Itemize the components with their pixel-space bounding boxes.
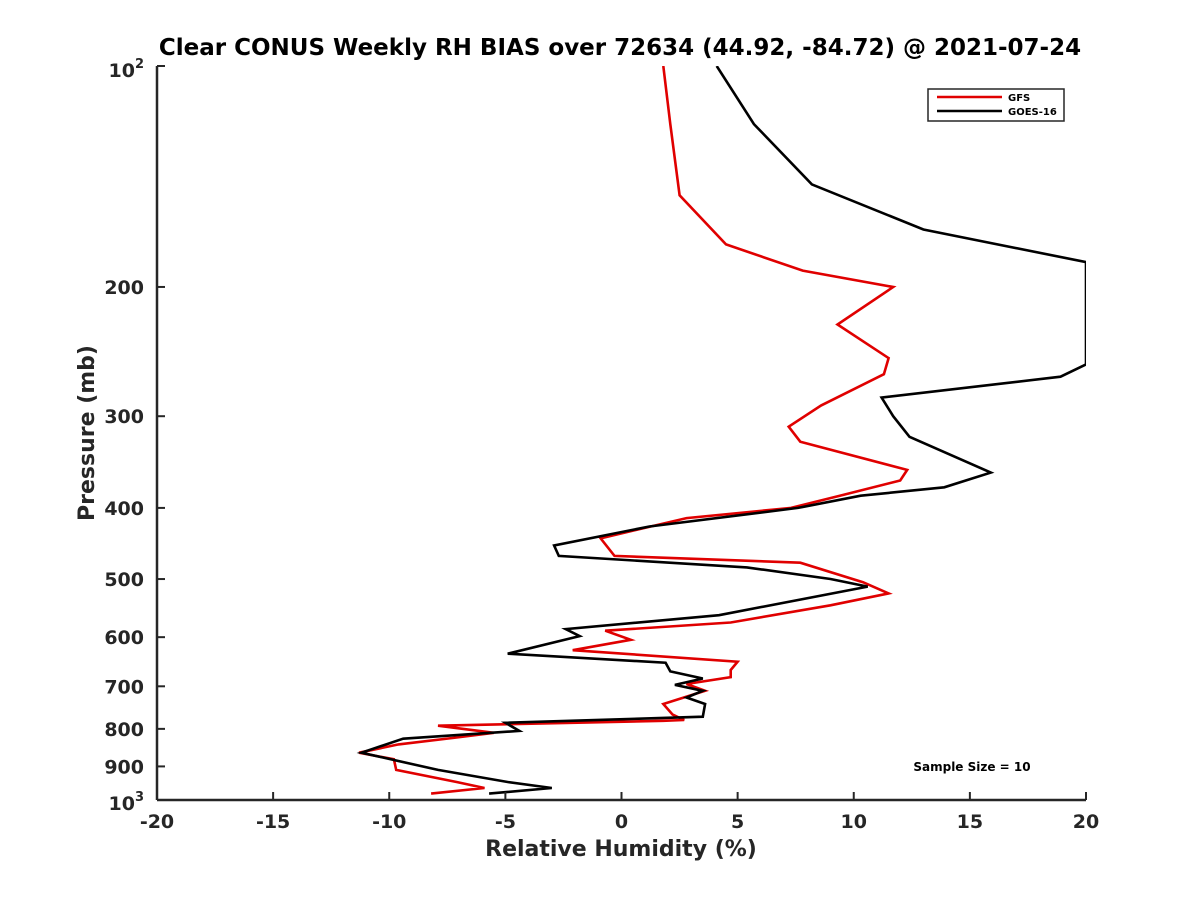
y-axis-label: Pressure (mb) (75, 345, 100, 521)
y-top-edge-base: 10 (109, 60, 135, 82)
x-tick-label: 5 (731, 811, 744, 833)
y-tick-label: 200 (104, 277, 144, 299)
y-tick-label: 800 (104, 719, 144, 741)
y-tick-label: 700 (104, 676, 144, 698)
x-tick-label: 0 (615, 811, 628, 833)
x-tick-label: -5 (495, 811, 516, 833)
series-layer (356, 66, 1086, 795)
y-top-edge-label: 102 (109, 57, 145, 82)
legend-box (927, 88, 1065, 122)
y-tick-label: 400 (104, 498, 144, 520)
y-ticks: 200 300 400 500 600 700 800 900 (104, 65, 165, 801)
series-line-goes16 (356, 66, 1086, 795)
y-tick-label: 300 (104, 406, 144, 428)
y-top-edge-exp: 2 (135, 57, 144, 72)
y-tick-label: 500 (104, 569, 144, 591)
x-tick-label: -10 (372, 811, 406, 833)
x-tick-label: 15 (957, 811, 983, 833)
x-ticks: -20 -15 -10 -5 0 5 10 15 20 (140, 792, 1099, 833)
legend: GFS GOES-16 (927, 88, 1065, 122)
legend-label-goes16: GOES-16 (1008, 107, 1057, 118)
sample-size-annotation: Sample Size = 10 (913, 760, 1030, 774)
y-tick-label: 600 (104, 627, 144, 649)
y-bottom-edge-base: 10 (109, 793, 135, 815)
plot-area: -20 -15 -10 -5 0 5 10 15 20 200 300 400 500 600 700 80… (104, 65, 1099, 833)
y-bottom-edge-exp: 3 (135, 790, 144, 805)
x-tick-label: 20 (1073, 811, 1099, 833)
x-tick-label: -15 (256, 811, 290, 833)
x-tick-label: 10 (841, 811, 867, 833)
x-axis-label: Relative Humidity (%) (485, 837, 757, 862)
legend-label-gfs: GFS (1008, 93, 1030, 104)
y-bottom-edge-label: 103 (109, 790, 145, 815)
y-tick-label: 900 (104, 756, 144, 778)
chart-title: Clear CONUS Weekly RH BIAS over 72634 (4… (159, 35, 1081, 61)
x-tick-label: -20 (140, 811, 174, 833)
